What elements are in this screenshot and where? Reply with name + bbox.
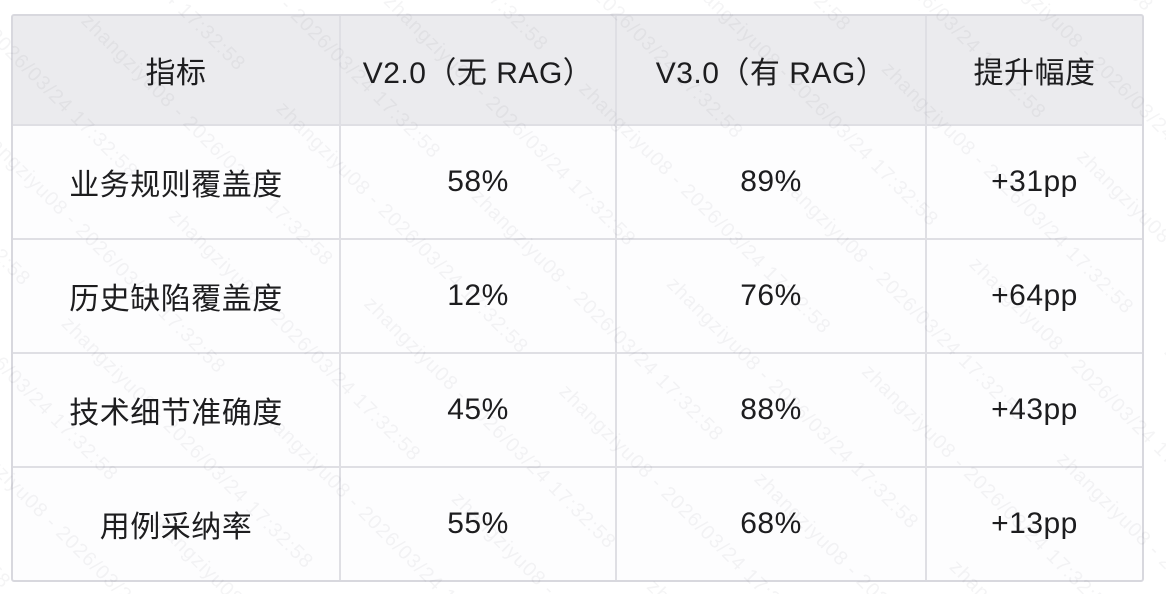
row3-v3-cell: 88% bbox=[617, 354, 925, 466]
row1-delta-cell: +31pp bbox=[927, 126, 1142, 238]
row2-metric-cell: 历史缺陷覆盖度 bbox=[13, 240, 339, 352]
row4-v3-cell: 68% bbox=[617, 468, 925, 580]
header-cell-metric: 指标 bbox=[13, 16, 339, 124]
row1-metric-cell: 业务规则覆盖度 bbox=[13, 126, 339, 238]
row1-v2-cell: 58% bbox=[341, 126, 615, 238]
row3-delta-cell: +43pp bbox=[927, 354, 1142, 466]
header-cell-delta: 提升幅度 bbox=[927, 16, 1142, 124]
row2-delta-cell: +64pp bbox=[927, 240, 1142, 352]
row1-v3-cell: 89% bbox=[617, 126, 925, 238]
header-cell-v3: V3.0（有 RAG） bbox=[617, 16, 925, 124]
row2-v3-cell: 76% bbox=[617, 240, 925, 352]
row4-delta-cell: +13pp bbox=[927, 468, 1142, 580]
row2-v2-cell: 12% bbox=[341, 240, 615, 352]
row4-v2-cell: 55% bbox=[341, 468, 615, 580]
header-cell-v2: V2.0（无 RAG） bbox=[341, 16, 615, 124]
metrics-table: 指标 V2.0（无 RAG） V3.0（有 RAG） 提升幅度 业务规则覆盖度 … bbox=[11, 14, 1144, 582]
row4-metric-cell: 用例采纳率 bbox=[13, 468, 339, 580]
row3-v2-cell: 45% bbox=[341, 354, 615, 466]
row3-metric-cell: 技术细节准确度 bbox=[13, 354, 339, 466]
watermark-text: zhangziyu08 - 2026/03/24 17:32:58 bbox=[1159, 340, 1166, 594]
